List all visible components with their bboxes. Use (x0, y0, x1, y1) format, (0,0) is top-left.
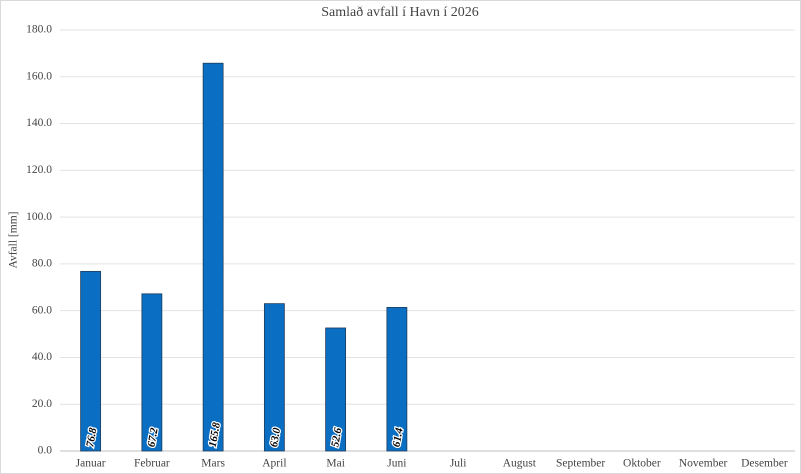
y-tick-label: 180.0 (26, 24, 52, 36)
y-tick-label: 160.0 (26, 70, 52, 82)
y-tick-label: 0.0 (38, 445, 53, 457)
bar (325, 327, 347, 452)
y-axis-label: Avfall [mm] (8, 212, 20, 269)
bar (386, 306, 408, 452)
y-tick-label: 60.0 (32, 304, 52, 316)
y-tick-label: 40.0 (32, 351, 52, 363)
y-tick-label: 80.0 (32, 258, 52, 270)
data-label: 67.2 (146, 426, 161, 448)
x-tick-label: Mai (326, 458, 345, 470)
x-tick-label: November (679, 458, 728, 470)
x-tick-label: Januar (76, 458, 106, 470)
x-tick-label: Juli (450, 458, 467, 470)
x-tick-label: April (262, 458, 286, 470)
x-tick-label: Oktober (623, 458, 661, 470)
x-tick-label: Juni (387, 458, 406, 470)
bar (202, 62, 224, 452)
x-tick-label: Mars (201, 458, 225, 470)
data-label: 165.8 (207, 421, 223, 448)
data-label: 76.8 (84, 426, 99, 448)
y-tick-label: 100.0 (26, 211, 52, 223)
x-tick-label: Desember (741, 458, 788, 470)
chart-title: Samlað avfall í Havn í 2026 (321, 5, 478, 20)
y-tick-label: 120.0 (26, 164, 52, 176)
x-tick-label: September (556, 458, 605, 470)
x-tick-label: August (503, 458, 537, 470)
x-tick-label: Februar (134, 458, 170, 470)
data-label: 52.6 (329, 426, 344, 448)
bar (263, 303, 285, 452)
data-label: 63.0 (268, 426, 283, 448)
y-tick-label: 20.0 (32, 398, 52, 410)
y-tick-label: 140.0 (26, 117, 52, 129)
data-label: 61.4 (391, 426, 406, 448)
bar (141, 293, 163, 452)
bar (80, 270, 102, 452)
